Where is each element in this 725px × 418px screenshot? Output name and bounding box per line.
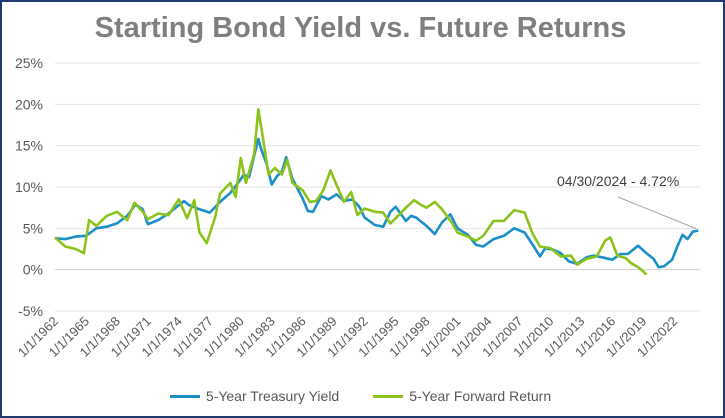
legend-swatch-forward-return: [373, 394, 404, 398]
chart-title: Starting Bond Yield vs. Future Returns: [94, 12, 627, 44]
y-tick-label: 20%: [15, 96, 43, 112]
legend-label-treasury-yield: 5-Year Treasury Yield: [205, 388, 340, 404]
series-line-treasury-yield: [54, 137, 699, 269]
legend-item-treasury-yield: 5-Year Treasury Yield: [169, 388, 340, 404]
legend-label-forward-return: 5-Year Forward Return: [409, 388, 552, 404]
y-tick-label: 0%: [23, 262, 43, 278]
legend: 5-Year Treasury Yield 5-Year Forward Ret…: [0, 388, 721, 404]
y-tick-label: 10%: [15, 179, 43, 195]
y-tick-label: 5%: [23, 220, 43, 236]
legend-item-forward-return: 5-Year Forward Return: [373, 388, 551, 404]
x-axis-ticks: 1/1/19621/1/19651/1/19681/1/19711/1/1974…: [15, 314, 681, 360]
legend-swatch-treasury-yield: [169, 394, 200, 398]
y-tick-label: 25%: [15, 55, 43, 71]
gridlines: [55, 62, 700, 312]
y-tick-label: -5%: [18, 303, 43, 319]
annotation-label: 04/30/2024 - 4.72%: [557, 173, 679, 189]
series-lines: [54, 108, 699, 276]
annotation-leader-line: [617, 196, 697, 230]
y-axis-ticks: -5% 0% 5% 10% 15% 20% 25%: [15, 55, 43, 319]
y-tick-label: 15%: [15, 138, 43, 154]
annotation: 04/30/2024 - 4.72%: [557, 173, 697, 230]
series-line-forward-return: [54, 108, 648, 276]
